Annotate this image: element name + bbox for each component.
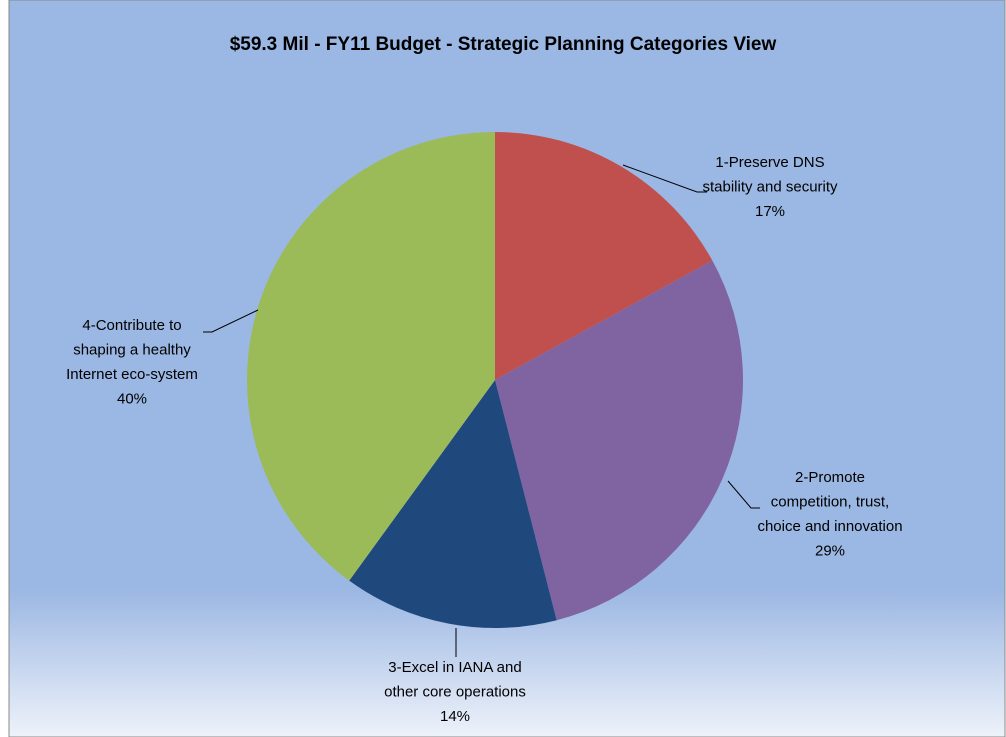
pie-slice [349, 380, 557, 628]
slice-label: 3-Excel in IANA and [388, 659, 521, 676]
pie-slice [495, 260, 743, 621]
pie [247, 132, 743, 628]
leader-line [203, 309, 259, 333]
pie-slice [495, 132, 713, 380]
slice-label: stability and security [702, 178, 838, 195]
value-label: 29% [815, 542, 845, 559]
slice-label: Internet eco-system [66, 366, 198, 383]
slice-label: competition, trust, [771, 493, 889, 510]
slice-label: shaping a healthy [73, 341, 191, 358]
pie-slice [247, 132, 495, 581]
chart-title: $59.3 Mil - FY11 Budget - Strategic Plan… [230, 34, 777, 55]
slice-label: choice and innovation [757, 518, 902, 535]
value-label: 14% [440, 708, 470, 725]
leader-line [727, 480, 760, 509]
slice-label: 1-Preserve DNS [715, 154, 824, 171]
leader-line [622, 164, 707, 193]
slice-label: other core operations [384, 683, 526, 700]
slice-label: 4-Contribute to [82, 317, 181, 334]
slice-label: 2-Promote [795, 469, 865, 486]
value-label: 40% [117, 390, 147, 407]
value-label: 17% [755, 203, 785, 220]
